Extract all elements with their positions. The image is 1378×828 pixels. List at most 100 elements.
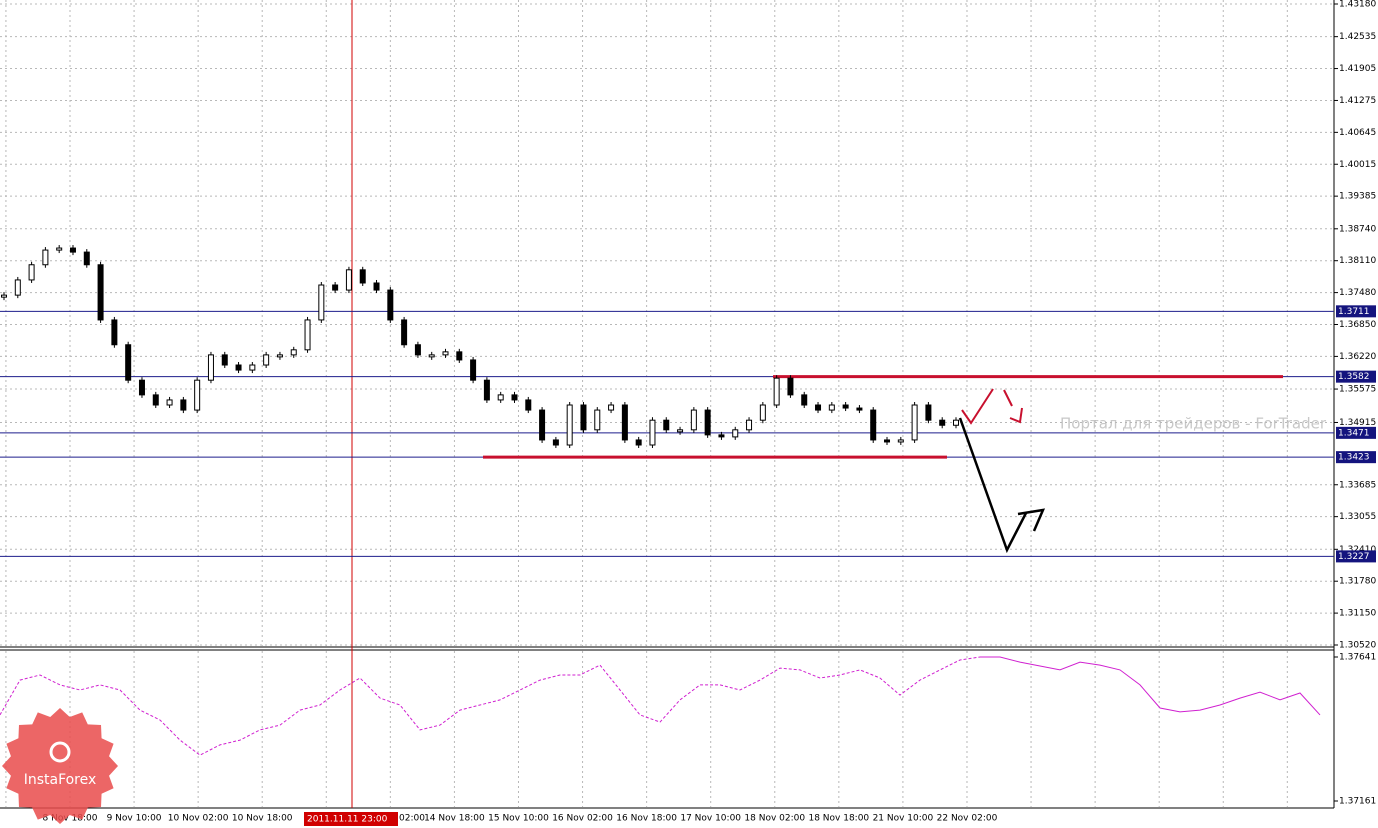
candle bbox=[539, 409, 546, 441]
x-tick-label: 18 Nov 02:00 bbox=[744, 814, 805, 824]
candle bbox=[304, 319, 311, 351]
candle bbox=[842, 404, 849, 409]
candle bbox=[249, 364, 256, 371]
y-tick-label: 1.36220 bbox=[1339, 352, 1376, 362]
candle bbox=[939, 419, 946, 426]
candle bbox=[635, 439, 642, 446]
candle bbox=[194, 379, 201, 411]
candle bbox=[787, 377, 794, 396]
forecast-arrow bbox=[958, 417, 1028, 554]
candle bbox=[387, 289, 394, 321]
y-tick-label: 1.34915 bbox=[1339, 418, 1376, 428]
candle bbox=[580, 404, 587, 431]
indicator-line bbox=[0, 656, 981, 756]
indicator-line bbox=[980, 656, 1321, 716]
x-tick-label: 17 Nov 10:00 bbox=[680, 814, 741, 824]
level-label-bg bbox=[1336, 426, 1376, 439]
logo-text: InstaForex bbox=[24, 772, 97, 788]
y-tick-label: 1.37641 bbox=[1339, 653, 1376, 663]
arrow-head bbox=[1009, 407, 1023, 424]
candle bbox=[828, 404, 835, 411]
candle bbox=[911, 404, 918, 441]
forecast-arrow bbox=[1003, 389, 1013, 407]
candle bbox=[180, 399, 187, 411]
x-tick-label: 16 Nov 02:00 bbox=[552, 814, 613, 824]
logo: InstaForex bbox=[2, 708, 118, 824]
candle bbox=[815, 404, 822, 411]
level-label: 1.3711 bbox=[1338, 307, 1370, 317]
y-tick-label: 1.33055 bbox=[1339, 512, 1376, 522]
candle bbox=[552, 439, 559, 446]
y-tick-label: 1.31150 bbox=[1339, 609, 1376, 619]
candle bbox=[704, 409, 711, 436]
x-tick-label: 14 Nov 18:00 bbox=[424, 814, 485, 824]
x-tick-label: 22 Nov 02:00 bbox=[937, 814, 998, 824]
y-tick-label: 1.35575 bbox=[1339, 385, 1376, 395]
level-label-bg bbox=[1336, 305, 1376, 318]
candle bbox=[621, 404, 628, 441]
level-label: 1.3471 bbox=[1338, 428, 1370, 438]
candle bbox=[1, 294, 7, 298]
y-tick-label: 1.38110 bbox=[1339, 256, 1376, 266]
candle bbox=[663, 419, 670, 431]
x-tick-label: 15 Nov 10:00 bbox=[488, 814, 549, 824]
candle bbox=[870, 409, 877, 441]
candle bbox=[511, 394, 518, 401]
candle bbox=[746, 419, 753, 431]
candle bbox=[497, 394, 504, 401]
candle bbox=[566, 404, 573, 446]
y-tick-label: 1.41275 bbox=[1339, 96, 1376, 106]
candle bbox=[456, 351, 463, 361]
candle bbox=[83, 251, 90, 266]
y-tick-label: 1.40645 bbox=[1339, 128, 1376, 138]
x-tick-label: 9 Nov 10:00 bbox=[107, 814, 162, 824]
y-tick-label: 1.37161 bbox=[1339, 797, 1376, 807]
candle bbox=[884, 439, 891, 443]
candle bbox=[608, 404, 615, 411]
candle bbox=[401, 319, 408, 346]
y-tick-label: 1.31780 bbox=[1339, 577, 1376, 587]
cursor-label-bg bbox=[304, 812, 398, 826]
candle bbox=[897, 439, 904, 443]
y-tick-label: 1.37480 bbox=[1339, 288, 1376, 298]
candle bbox=[125, 344, 132, 381]
x-tick-label: 18 Nov 18:00 bbox=[808, 814, 869, 824]
y-tick-label: 1.33685 bbox=[1339, 480, 1376, 490]
candle bbox=[773, 377, 780, 406]
candle bbox=[690, 409, 697, 431]
level-label: 1.3423 bbox=[1338, 453, 1370, 463]
candle bbox=[373, 282, 380, 291]
candle bbox=[318, 284, 325, 321]
candle bbox=[732, 429, 739, 438]
candle bbox=[97, 264, 104, 321]
x-tick-label: 10 Nov 18:00 bbox=[232, 814, 293, 824]
candle bbox=[428, 354, 435, 358]
y-tick-label: 1.43180 bbox=[1339, 0, 1376, 10]
x-tick-label: 21 Nov 10:00 bbox=[873, 814, 934, 824]
x-tick-label: 02:00 bbox=[399, 814, 425, 824]
candle bbox=[28, 264, 35, 281]
candle bbox=[856, 407, 863, 411]
candle bbox=[56, 247, 63, 251]
candle bbox=[359, 269, 366, 284]
watermark: Портал для трейдеров - ForTrader bbox=[1060, 415, 1327, 433]
level-label: 1.3227 bbox=[1338, 552, 1370, 562]
y-tick-label: 1.30520 bbox=[1339, 641, 1376, 651]
candle bbox=[69, 247, 76, 253]
candle bbox=[152, 394, 159, 406]
candle bbox=[332, 284, 339, 291]
candle bbox=[414, 344, 421, 356]
candle bbox=[801, 394, 808, 406]
candle bbox=[525, 399, 532, 411]
candle bbox=[221, 354, 228, 366]
y-tick-label: 1.40015 bbox=[1339, 160, 1376, 170]
x-tick-label: 8 Nov 18:00 bbox=[43, 814, 98, 824]
candle bbox=[470, 359, 477, 381]
y-tick-label: 1.36850 bbox=[1339, 320, 1376, 330]
y-tick-label: 1.32410 bbox=[1339, 545, 1376, 555]
x-tick-label: 16 Nov 18:00 bbox=[616, 814, 677, 824]
y-tick-label: 1.38740 bbox=[1339, 224, 1376, 234]
candle bbox=[207, 354, 214, 381]
candle bbox=[677, 429, 684, 433]
